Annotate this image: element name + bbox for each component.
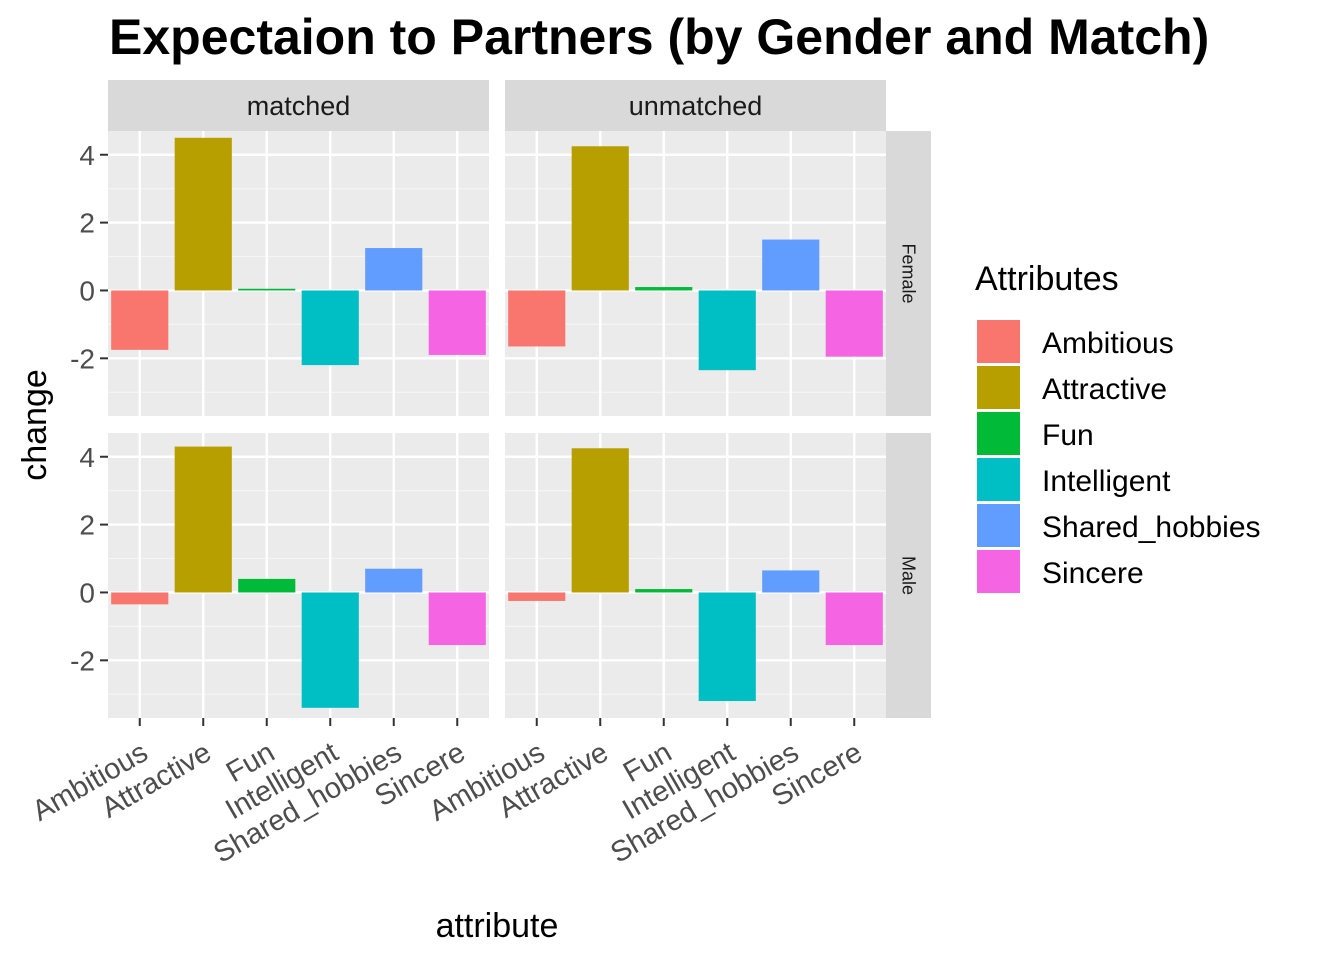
facet-strip-unmatched (505, 80, 886, 131)
panel-unmatched-male (505, 433, 886, 718)
bar-intelligent-unmatched-male (698, 592, 756, 702)
bar-intelligent-matched-male (301, 592, 359, 708)
bar-ambitious-matched-female (111, 290, 169, 350)
panel-unmatched-female (505, 131, 886, 416)
panel-matched-male (108, 433, 489, 718)
y-tick-label: 0 (79, 577, 95, 608)
bar-intelligent-unmatched-female (698, 290, 756, 371)
bar-sincere-matched-female (428, 290, 486, 355)
bar-fun-matched-male (238, 578, 296, 593)
bar-ambitious-unmatched-female (508, 290, 566, 347)
bar-shared_hobbies-unmatched-female (762, 239, 820, 291)
bar-fun-unmatched-male (635, 589, 693, 593)
y-tick-label: 0 (79, 275, 95, 306)
y-tick-label: -2 (70, 645, 95, 676)
y-axis-title: change (16, 369, 54, 481)
legend-label-intelligent: Intelligent (1042, 465, 1171, 498)
bar-sincere-unmatched-female (825, 290, 883, 357)
bar-intelligent-matched-female (301, 290, 359, 366)
y-tick-label: 4 (79, 442, 95, 473)
panel-background (505, 433, 886, 718)
facet-label-unmatched: unmatched (629, 91, 763, 121)
legend-label-shared_hobbies: Shared_hobbies (1042, 511, 1261, 544)
y-tick-label: 2 (79, 510, 95, 541)
facet-strip-male (886, 433, 931, 718)
facet-label-matched: matched (247, 91, 351, 121)
panel-matched-female (108, 131, 489, 416)
facet-strip-matched (108, 80, 489, 131)
legend-key-intelligent (977, 458, 1020, 501)
bar-shared_hobbies-unmatched-male (762, 570, 820, 593)
legend-key-fun (977, 412, 1020, 455)
panel-background (108, 433, 489, 718)
panel-background (505, 131, 886, 416)
plot-area: matched unmatchedFemaleMale-2024-2024Ambi… (27, 80, 931, 870)
facet-label-female: Female (899, 243, 919, 303)
bar-attractive-matched-female (174, 137, 232, 291)
legend-key-ambitious (977, 320, 1020, 363)
facet-label-male: Male (899, 556, 919, 595)
chart-title: Expectaion to Partners (by Gender and Ma… (109, 9, 1209, 65)
bar-sincere-matched-male (428, 592, 486, 646)
y-tick-label: -2 (70, 343, 95, 374)
legend-label-ambitious: Ambitious (1042, 327, 1174, 360)
bar-attractive-unmatched-female (571, 146, 629, 291)
x-axis-title: attribute (436, 907, 559, 945)
legend-label-fun: Fun (1042, 419, 1094, 452)
bar-shared_hobbies-matched-female (365, 248, 423, 291)
facet-strip-female (886, 131, 931, 416)
y-tick-label: 2 (79, 208, 95, 239)
legend-label-attractive: Attractive (1042, 373, 1167, 406)
legend-key-attractive (977, 366, 1020, 409)
bar-ambitious-matched-male (111, 592, 169, 605)
bar-sincere-unmatched-male (825, 592, 883, 646)
bar-attractive-matched-male (174, 446, 232, 593)
bar-shared_hobbies-matched-male (365, 568, 423, 593)
y-tick-label: 4 (79, 140, 95, 171)
legend-title: Attributes (975, 260, 1119, 298)
legend-label-sincere: Sincere (1042, 557, 1144, 590)
legend-key-sincere (977, 550, 1020, 593)
bar-fun-unmatched-female (635, 287, 693, 291)
panel-background (108, 131, 489, 416)
bar-ambitious-unmatched-male (508, 592, 566, 601)
legend-key-shared_hobbies (977, 504, 1020, 547)
bar-fun-matched-female (238, 288, 296, 291)
legend: Attributes Ambitious Attractive Fun Intelli… (975, 260, 1261, 593)
bar-attractive-unmatched-male (571, 448, 629, 593)
